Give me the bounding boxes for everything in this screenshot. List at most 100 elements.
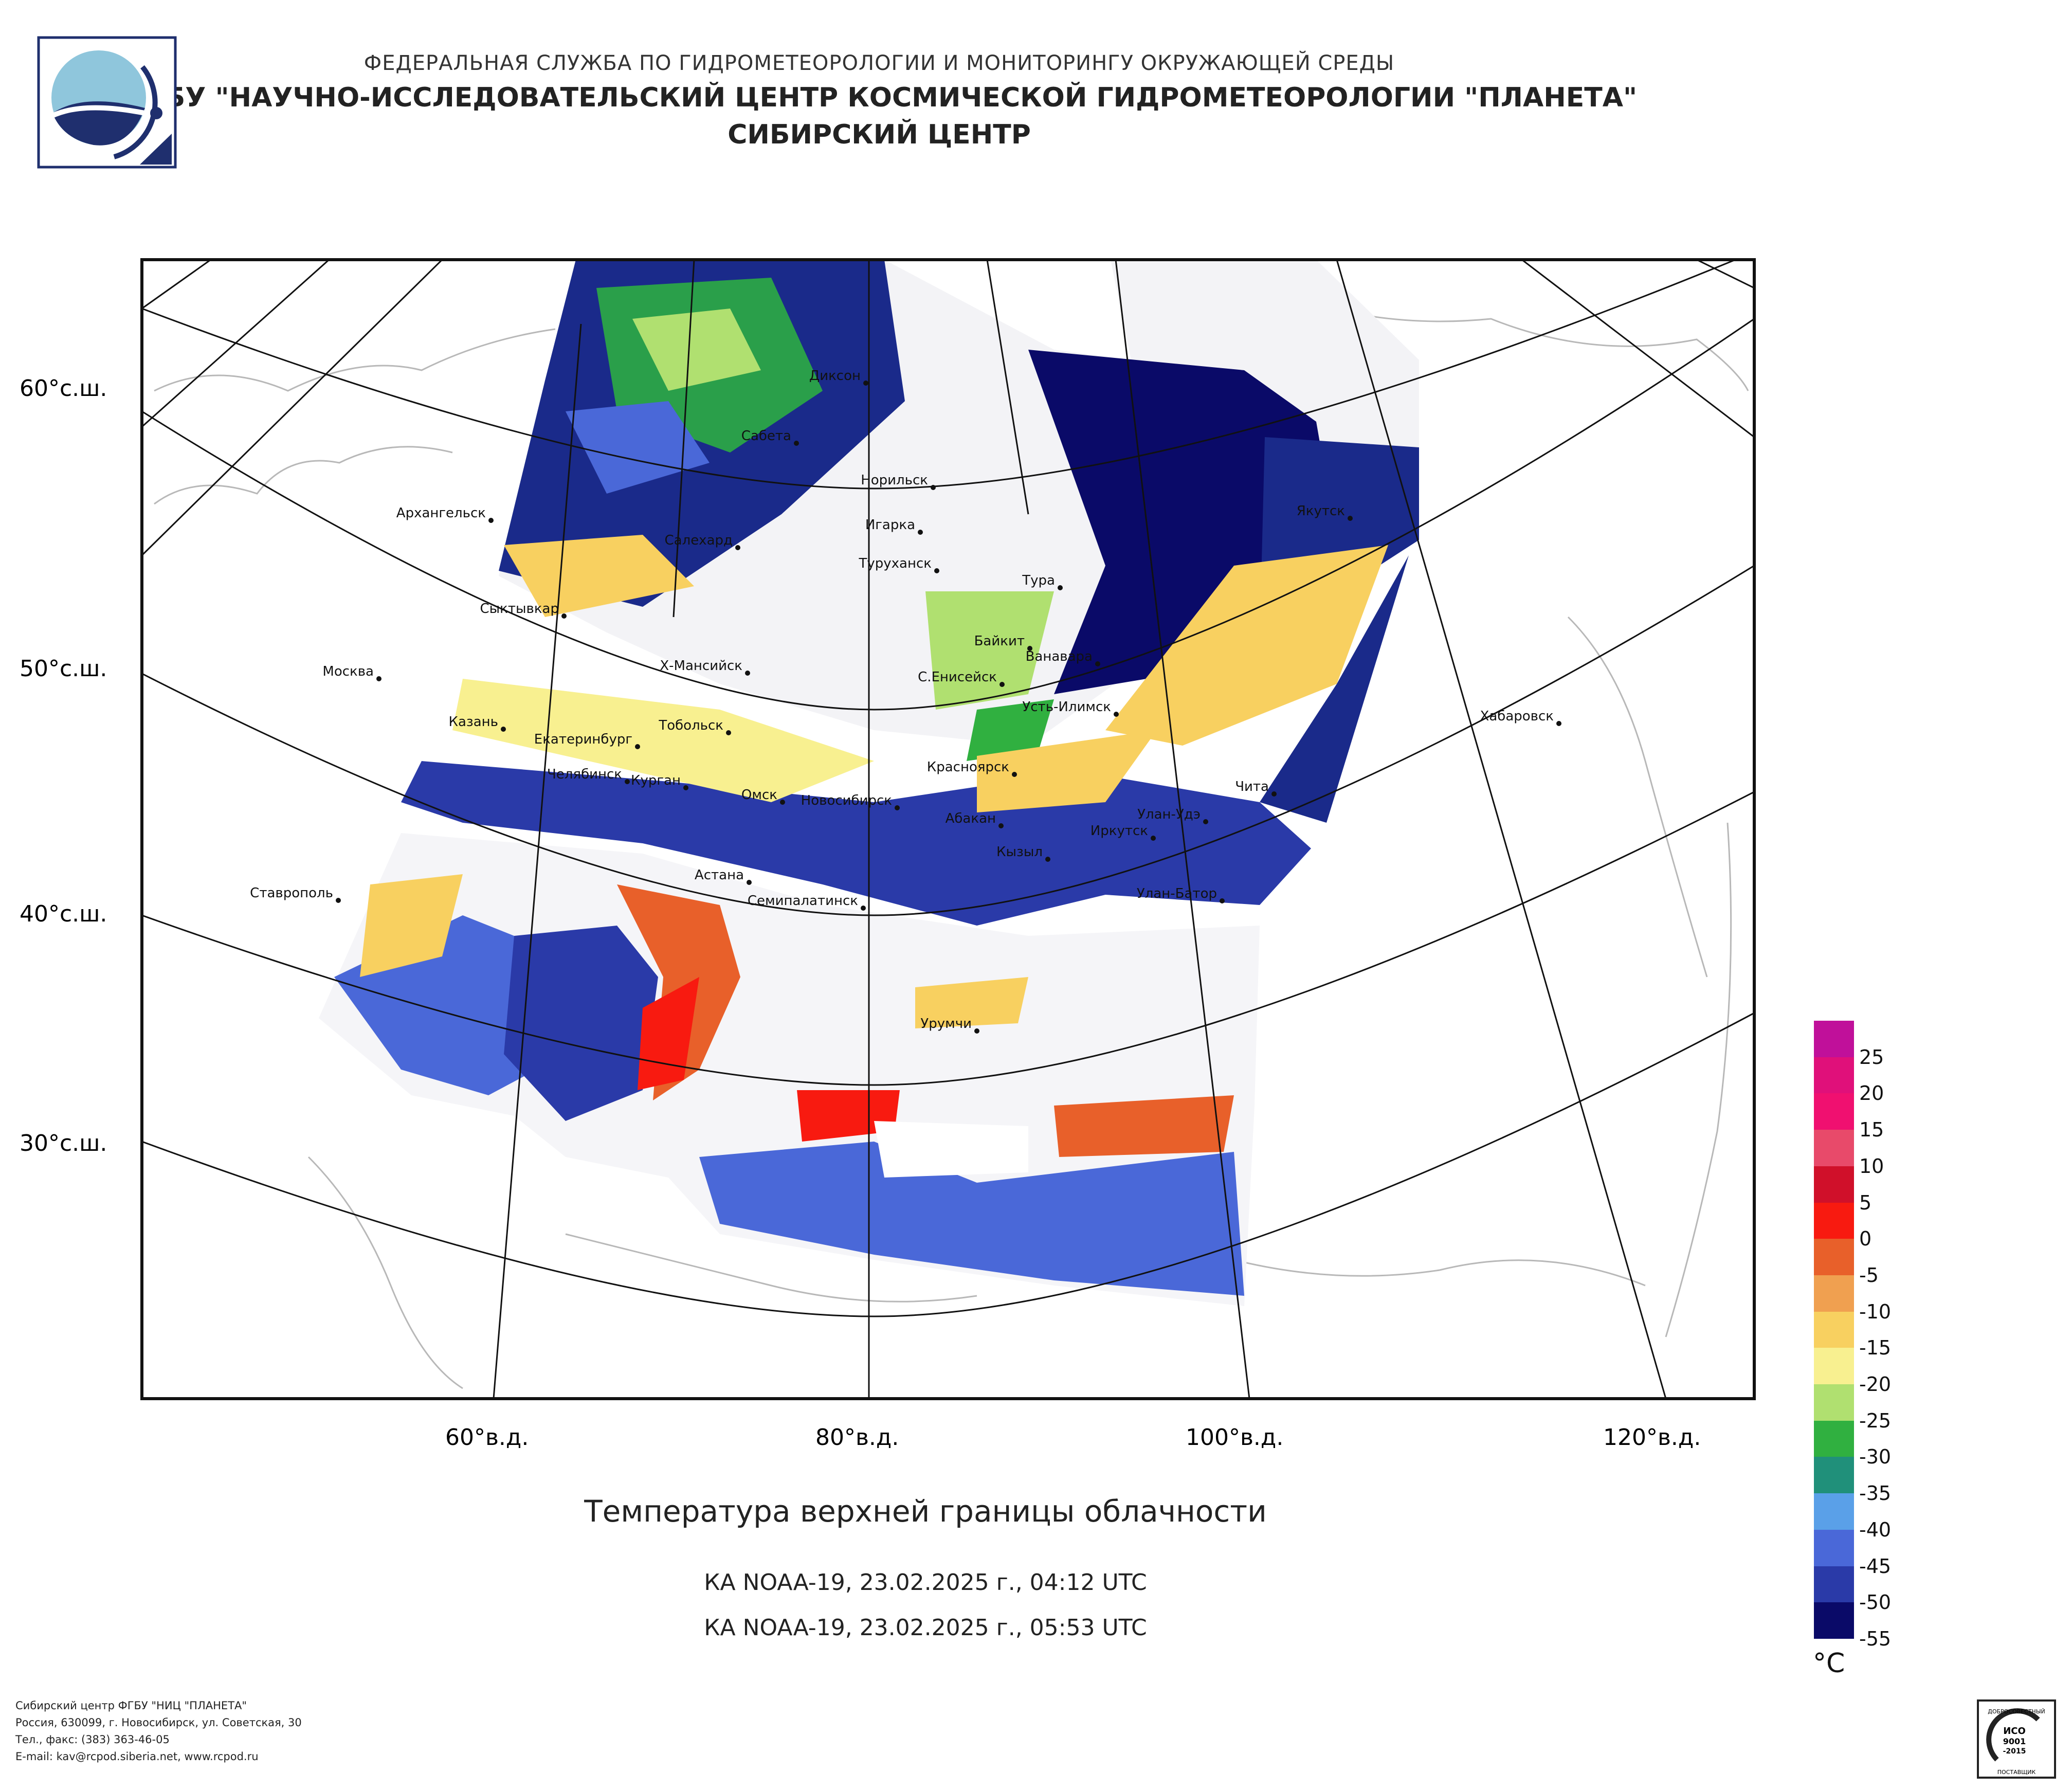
legend-swatch [1814, 1130, 1854, 1167]
city-marker [683, 785, 688, 790]
cloud-data-layer [319, 260, 1419, 1306]
city-marker [918, 530, 923, 535]
city-label: Сыктывкар [480, 601, 559, 617]
city-label: Туруханск [859, 556, 932, 571]
legend-label: -55 [1859, 1627, 1892, 1650]
city-label: Тура [1022, 573, 1055, 588]
lon-label: 80°в.д. [815, 1424, 899, 1451]
lat-label: 40°с.ш. [20, 901, 107, 927]
city-marker [863, 381, 868, 386]
city-marker [376, 676, 381, 681]
city-marker [625, 779, 630, 784]
city-label: Диксон [809, 368, 861, 384]
city-marker [1556, 721, 1561, 726]
city-label: Урумчи [920, 1016, 972, 1032]
legend-swatch [1814, 1311, 1854, 1348]
legend-swatch [1814, 1602, 1854, 1639]
legend-swatch [1814, 1202, 1854, 1239]
city-label: Х-Мансийск [660, 658, 742, 674]
legend-swatch [1814, 1420, 1854, 1457]
city-marker [747, 880, 752, 885]
svg-text:ПОСТАВЩИК: ПОСТАВЩИК [1997, 1769, 2036, 1776]
center-name: СИБИРСКИЙ ЦЕНТР [728, 119, 1031, 150]
city-marker [1220, 898, 1225, 903]
city-label: Кызыл [996, 844, 1043, 860]
city-label: Хабаровск [1480, 709, 1554, 724]
footer-phone: Тел., факс: (383) 363-46-05 [15, 1733, 170, 1746]
map-title: Температура верхней границы облачности [584, 1494, 1267, 1529]
city-label: Усть-Илимск [1022, 699, 1111, 715]
city-label: Ванавара [1026, 649, 1093, 664]
city-label: Екатеринбург [534, 732, 632, 747]
svg-text:ДОБРОСОВЕСТНЫЙ: ДОБРОСОВЕСТНЫЙ [1988, 1708, 2045, 1715]
legend-swatch [1814, 1348, 1854, 1385]
legend-swatch [1814, 1275, 1854, 1312]
legend-swatch [1814, 1529, 1854, 1567]
city-marker [1151, 836, 1156, 841]
city-marker [735, 545, 740, 550]
legend-label: 20 [1859, 1082, 1884, 1105]
iso-certification-badge: ДОБРОСОВЕСТНЫЙ ИСО 9001 -2015 ПОСТАВЩИК [1977, 1699, 2056, 1779]
city-label: Казань [449, 714, 498, 730]
city-label: Сабета [741, 428, 791, 444]
lat-label: 50°с.ш. [20, 656, 107, 682]
footer-address: Россия, 630099, г. Новосибирск, ул. Сове… [15, 1716, 302, 1729]
legend-label: -25 [1859, 1409, 1892, 1432]
legend-swatch [1814, 1239, 1854, 1276]
city-marker [561, 613, 567, 619]
city-label: Ставрополь [250, 885, 333, 901]
lat-label: 30°с.ш. [20, 1130, 107, 1156]
city-marker [1271, 791, 1277, 797]
city-marker [1114, 712, 1119, 717]
legend-swatch [1814, 1457, 1854, 1494]
city-label: Норильск [861, 473, 928, 488]
city-marker [745, 671, 750, 676]
city-marker [635, 744, 640, 749]
temperature-legend [1814, 1021, 1854, 1639]
city-label: Байкит [974, 634, 1025, 649]
city-label: С.Енисейск [918, 670, 997, 685]
legend-label: -30 [1859, 1445, 1892, 1469]
svg-text:ИСО: ИСО [2003, 1726, 2026, 1736]
city-label: Чита [1235, 779, 1269, 794]
city-label: Якутск [1297, 503, 1345, 519]
city-label: Архангельск [396, 505, 486, 521]
city-marker [974, 1028, 979, 1034]
lon-label: 100°в.д. [1186, 1424, 1283, 1451]
city-label: Омск [741, 787, 777, 803]
city-marker [1027, 646, 1032, 651]
city-marker [780, 800, 785, 805]
legend-swatch [1814, 1166, 1854, 1203]
city-marker [488, 518, 494, 523]
institute-name: ФГБУ "НАУЧНО-ИССЛЕДОВАТЕЛЬСКИЙ ЦЕНТР КОС… [121, 82, 1638, 113]
city-label: Абакан [946, 811, 996, 826]
city-label: Москва [322, 664, 374, 679]
city-label: Семипалатинск [748, 893, 858, 909]
legend-label: -50 [1859, 1591, 1892, 1614]
lon-label: 60°в.д. [445, 1424, 529, 1451]
city-marker [934, 568, 939, 573]
city-label: Салехард [664, 533, 733, 548]
legend-label: -10 [1859, 1300, 1892, 1323]
legend-swatch [1814, 1057, 1854, 1094]
satellite-pass-2: КА NOAA-19, 23.02.2025 г., 05:53 UTC [704, 1615, 1147, 1641]
city-marker [998, 823, 1004, 828]
city-marker [1012, 772, 1017, 777]
legend-label: -35 [1859, 1482, 1892, 1505]
city-marker [1348, 516, 1353, 521]
city-marker [895, 805, 900, 810]
city-marker [726, 730, 731, 735]
legend-swatch [1814, 1021, 1854, 1058]
svg-text:-2015: -2015 [2003, 1747, 2026, 1756]
legend-label: -45 [1859, 1554, 1892, 1578]
city-marker [999, 682, 1005, 687]
legend-swatch [1814, 1566, 1854, 1603]
satellite-pass-1: КА NOAA-19, 23.02.2025 г., 04:12 UTC [704, 1569, 1147, 1596]
city-label: Астана [695, 867, 744, 883]
city-marker [1045, 857, 1050, 862]
legend-labels: 25 20 15 10 5 0 -5 -10 -15 -20 -25 -30 -35 -40 -45 -50 -… [1859, 1021, 1921, 1653]
city-label: Улан-Батор [1137, 886, 1217, 901]
legend-swatch [1814, 1384, 1854, 1421]
footer-email: E-mail: kav@rcpod.siberia.net, www.rcpod… [15, 1750, 259, 1763]
